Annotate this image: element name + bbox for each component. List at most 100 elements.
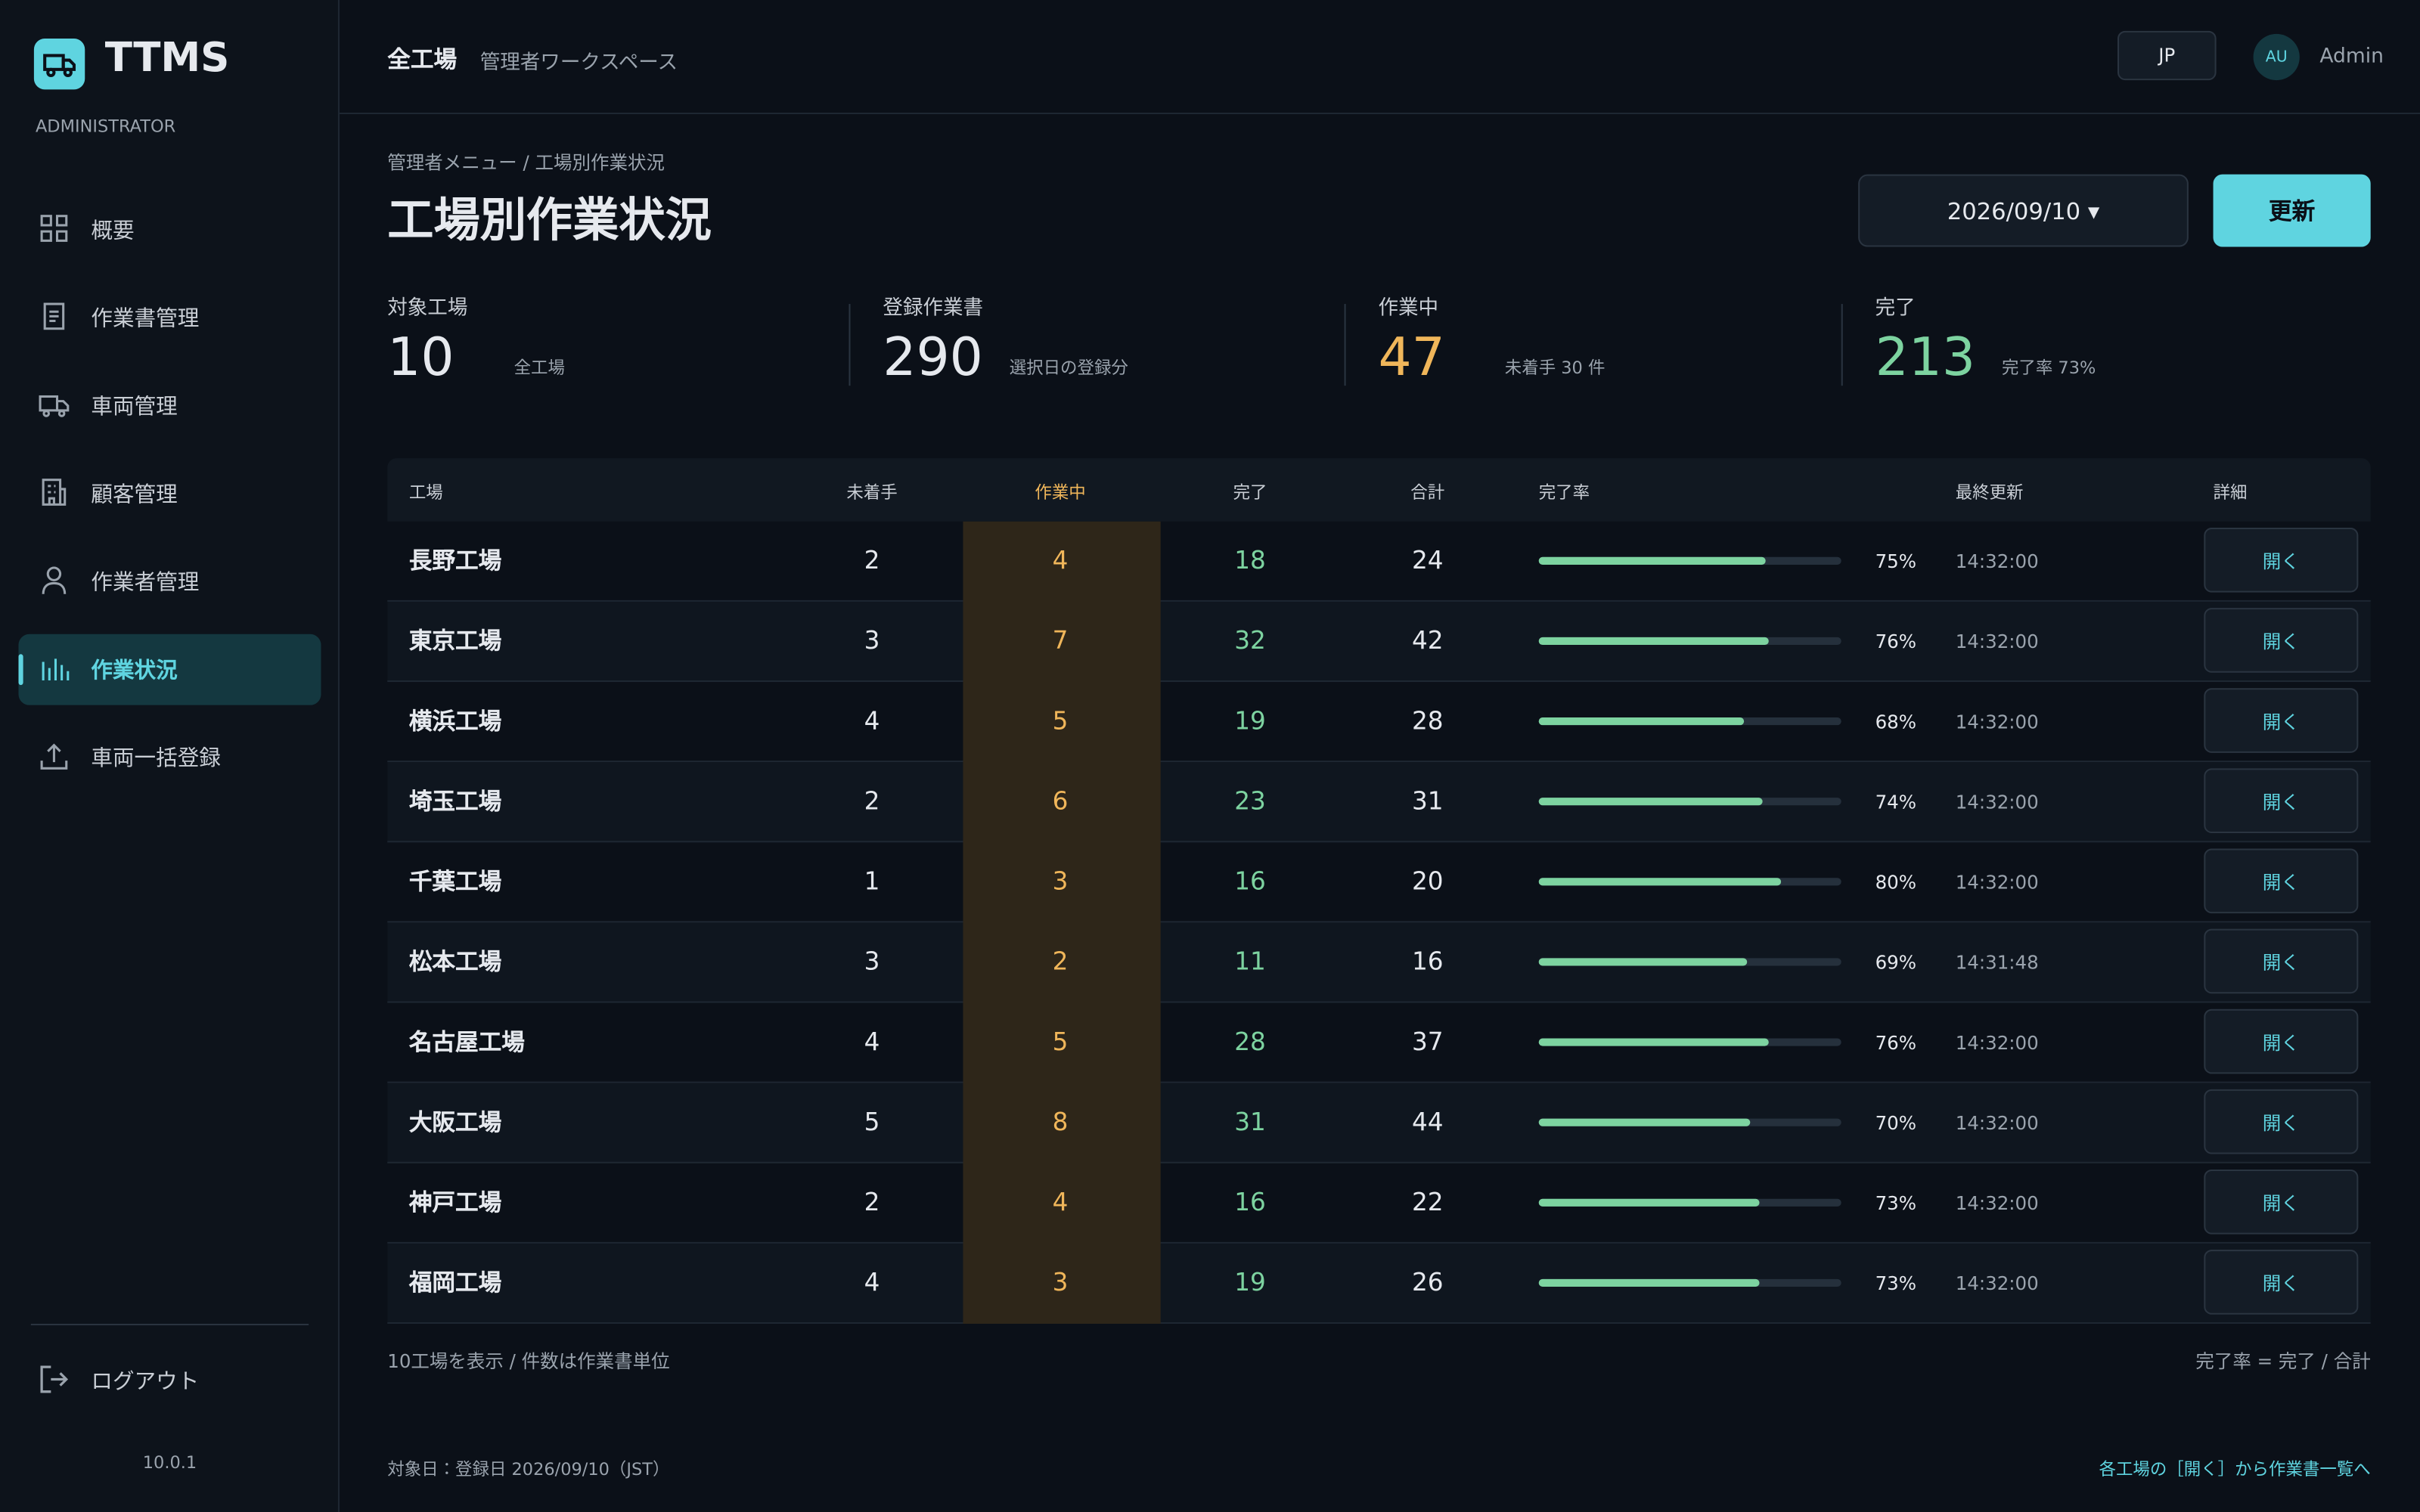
open-button[interactable]: 開く xyxy=(2204,688,2359,753)
footer-formula: 完了率 = 完了 / 合計 xyxy=(2195,1350,2371,1373)
nav-item[interactable]: 車両管理 xyxy=(91,395,178,420)
progress-bar xyxy=(1538,556,1766,565)
nav-icon xyxy=(39,741,70,772)
open-button[interactable]: 開く xyxy=(2204,1250,2359,1315)
logout[interactable]: ログアウト xyxy=(91,1370,200,1395)
header-title: 全工場 xyxy=(387,45,458,73)
kpi-note: 全工場 xyxy=(513,358,565,378)
column-header: 合計 xyxy=(1410,482,1445,503)
table-header xyxy=(387,458,2371,522)
column-header: 作業中 xyxy=(1035,482,1086,503)
table-row xyxy=(387,682,2371,763)
nav-item[interactable]: 作業者管理 xyxy=(91,571,200,596)
in-progress-band xyxy=(963,521,1161,1325)
open-button[interactable]: 開く xyxy=(2204,1169,2359,1235)
open-button[interactable]: 開く xyxy=(2204,768,2359,834)
factory-name: 長野工場 xyxy=(408,547,502,575)
kpi-divider xyxy=(1344,304,1346,386)
refresh-button[interactable]: 更新 xyxy=(2213,174,2371,247)
date-picker[interactable]: 2026/09/10 ▾ xyxy=(1858,174,2189,247)
progress-bar xyxy=(1538,717,1745,726)
count-cell: 23 xyxy=(1234,785,1266,816)
count-cell: 5 xyxy=(1052,1027,1069,1056)
count-cell: 16 xyxy=(1411,947,1444,976)
rate-label: 74% xyxy=(1875,791,1917,813)
count-cell: 28 xyxy=(1234,1027,1266,1056)
count-cell: 11 xyxy=(1234,947,1266,976)
logo xyxy=(33,39,85,90)
nav-icon xyxy=(39,389,70,420)
nav-item[interactable]: 作業書管理 xyxy=(91,307,200,332)
progress-bar xyxy=(1538,1038,1769,1046)
count-cell: 3 xyxy=(864,947,880,976)
role: ADMINISTRATOR xyxy=(35,116,176,137)
count-cell: 2 xyxy=(1052,947,1069,976)
nav-active-bg xyxy=(18,634,321,705)
updated-time: 14:31:48 xyxy=(1955,952,2039,974)
count-cell: 8 xyxy=(1052,1107,1069,1137)
open-button[interactable]: 開く xyxy=(2204,608,2359,673)
nav-icon-svg xyxy=(42,658,70,681)
nav-item[interactable]: 車両一括登録 xyxy=(91,746,221,772)
lang-button[interactable]: JP xyxy=(2118,30,2217,81)
count-cell: 20 xyxy=(1411,866,1444,896)
rate-label: 80% xyxy=(1875,872,1917,894)
column-header: 完了率 xyxy=(1538,482,1590,503)
count-cell: 7 xyxy=(1052,625,1069,655)
count-cell: 19 xyxy=(1234,1267,1266,1297)
updated-time: 14:32:00 xyxy=(1955,1192,2039,1215)
count-cell: 32 xyxy=(1234,625,1266,655)
count-cell: 4 xyxy=(864,1027,880,1056)
kpi-label: 完了 xyxy=(1875,296,1916,321)
rate-label: 70% xyxy=(1875,1112,1917,1134)
nav-icon xyxy=(39,477,70,508)
avatar: AU xyxy=(2253,33,2300,81)
count-cell: 4 xyxy=(1052,545,1069,575)
kpi-value: 213 xyxy=(1875,327,1976,389)
factory-name: 松本工場 xyxy=(408,948,502,976)
count-cell: 4 xyxy=(864,1267,880,1297)
count-cell: 24 xyxy=(1411,545,1444,575)
table-row xyxy=(387,1003,2371,1083)
nav-item[interactable]: 顧客管理 xyxy=(91,482,178,508)
table-row xyxy=(387,522,2371,602)
logout-icon xyxy=(40,1365,69,1393)
nav-item[interactable]: 作業状況 xyxy=(91,658,178,684)
nav-icon xyxy=(39,565,70,596)
kpi-value: 10 xyxy=(387,327,455,389)
header-border xyxy=(339,112,2420,115)
count-cell: 31 xyxy=(1411,785,1444,816)
user-name: Admin xyxy=(2319,45,2384,69)
open-button[interactable]: 開く xyxy=(2204,1089,2359,1154)
count-cell: 3 xyxy=(1052,866,1069,896)
open-button[interactable]: 開く xyxy=(2204,848,2359,914)
nav-icon-svg xyxy=(40,743,68,770)
table-row xyxy=(387,1163,2371,1244)
count-cell: 37 xyxy=(1411,1027,1444,1056)
count-cell: 28 xyxy=(1411,705,1444,736)
footer-note: 10工場を表示 / 件数は作業書単位 xyxy=(387,1350,670,1373)
nav-item[interactable]: 概要 xyxy=(91,218,135,244)
updated-time: 14:32:00 xyxy=(1955,550,2039,573)
count-cell: 5 xyxy=(1052,705,1069,736)
count-cell: 2 xyxy=(864,785,880,816)
table-row xyxy=(387,601,2371,683)
rate-label: 68% xyxy=(1875,711,1917,733)
open-button[interactable]: 開く xyxy=(2204,527,2359,593)
open-button[interactable]: 開く xyxy=(2204,1009,2359,1074)
factory-name: 大阪工場 xyxy=(408,1108,502,1137)
kpi-value: 290 xyxy=(883,327,983,389)
table-row xyxy=(387,762,2371,843)
count-cell: 3 xyxy=(864,625,880,655)
target-date: 対象日：登録日 2026/09/10（JST） xyxy=(387,1459,670,1480)
open-button[interactable]: 開く xyxy=(2204,928,2359,994)
rate-label: 69% xyxy=(1875,952,1917,974)
brand: TTMS xyxy=(104,35,230,82)
nav-icon xyxy=(39,652,70,683)
factory-name: 埼玉工場 xyxy=(408,787,502,816)
nav-icon-svg xyxy=(43,302,65,330)
factory-name: 千葉工場 xyxy=(408,867,502,896)
logo-icon xyxy=(43,54,76,78)
updated-time: 14:32:00 xyxy=(1955,1112,2039,1134)
